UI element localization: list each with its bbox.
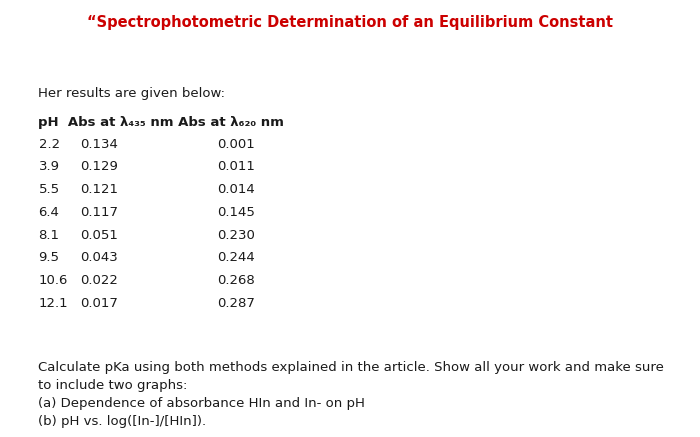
Text: 0.287: 0.287 (217, 297, 255, 310)
Text: 6.4: 6.4 (38, 206, 60, 219)
Text: 0.230: 0.230 (217, 229, 255, 242)
Text: Her results are given below:: Her results are given below: (38, 87, 225, 101)
Text: 0.014: 0.014 (217, 183, 255, 196)
Text: 0.001: 0.001 (217, 138, 255, 151)
Text: 0.121: 0.121 (80, 183, 118, 196)
Text: 10.6: 10.6 (38, 274, 68, 287)
Text: 0.268: 0.268 (217, 274, 255, 287)
Text: 5.5: 5.5 (38, 183, 60, 196)
Text: 12.1: 12.1 (38, 297, 68, 310)
Text: 0.129: 0.129 (80, 160, 118, 173)
Text: 0.244: 0.244 (217, 251, 255, 264)
Text: Calculate pKa using both methods explained in the article. Show all your work an: Calculate pKa using both methods explain… (38, 361, 664, 427)
Text: 3.9: 3.9 (38, 160, 60, 173)
Text: 0.017: 0.017 (80, 297, 118, 310)
Text: pH  Abs at λ₄₃₅ nm Abs at λ₆₂₀ nm: pH Abs at λ₄₃₅ nm Abs at λ₆₂₀ nm (38, 116, 284, 129)
Text: 0.145: 0.145 (217, 206, 255, 219)
Text: 0.051: 0.051 (80, 229, 118, 242)
Text: 0.134: 0.134 (80, 138, 118, 151)
Text: 0.011: 0.011 (217, 160, 255, 173)
Text: 0.117: 0.117 (80, 206, 118, 219)
Text: “Spectrophotometric Determination of an Equilibrium Constant: “Spectrophotometric Determination of an … (87, 15, 613, 30)
Text: 9.5: 9.5 (38, 251, 60, 264)
Text: 2.2: 2.2 (38, 138, 60, 151)
Text: 0.043: 0.043 (80, 251, 118, 264)
Text: 0.022: 0.022 (80, 274, 118, 287)
Text: 8.1: 8.1 (38, 229, 60, 242)
